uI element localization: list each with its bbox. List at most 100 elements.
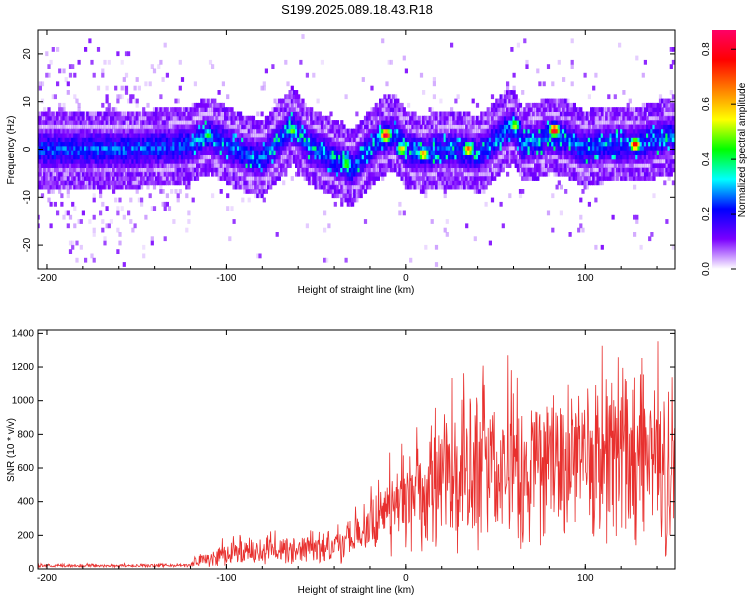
heatmap-cell <box>148 111 152 117</box>
heatmap-cell <box>99 154 103 160</box>
heatmap-cell <box>60 176 64 181</box>
heatmap-cell <box>512 150 516 155</box>
heatmap-cell <box>267 137 271 143</box>
heatmap-cell <box>518 137 523 143</box>
heatmap-cell <box>45 154 49 160</box>
heatmap-cell <box>140 145 144 151</box>
heatmap-cell <box>178 107 182 112</box>
heatmap-cell <box>534 176 538 181</box>
heatmap-cell <box>292 158 296 164</box>
heatmap-cell <box>258 137 262 143</box>
heatmap-cell <box>251 120 256 125</box>
heatmap-cell <box>534 158 538 164</box>
heatmap-cell <box>441 163 445 168</box>
heatmap-cell <box>344 171 348 177</box>
heatmap-cell <box>312 180 316 186</box>
heatmap-cell <box>81 141 85 147</box>
heatmap-cell <box>101 137 105 143</box>
heatmap-cell <box>467 120 471 125</box>
heatmap-cell <box>445 124 449 130</box>
heatmap-cell <box>559 102 563 108</box>
heatmap-cell <box>437 128 441 134</box>
heatmap-cell <box>325 137 329 143</box>
heatmap-cell <box>579 154 583 160</box>
heatmap-cell <box>478 180 482 186</box>
heatmap-cell <box>512 145 516 151</box>
heatmap-cell <box>478 128 482 134</box>
heatmap-cell <box>150 145 154 151</box>
heatmap-cell <box>163 176 167 181</box>
heatmap-cell <box>200 98 204 104</box>
heatmap-cell <box>572 163 576 168</box>
heatmap-cell <box>191 128 195 134</box>
heatmap-cell <box>482 176 486 181</box>
heatmap-cell <box>329 124 333 130</box>
heatmap-cell <box>79 145 83 151</box>
heatmap-cell <box>303 111 307 117</box>
heatmap-cell <box>368 158 372 164</box>
heatmap-cell <box>503 98 508 104</box>
heatmap-cell <box>450 167 454 173</box>
heatmap-cell <box>361 171 365 177</box>
heatmap-cell <box>148 120 152 125</box>
heatmap-cell <box>152 68 157 74</box>
heatmap-cell <box>73 154 77 160</box>
heatmap-cell <box>402 145 406 151</box>
heatmap-cell <box>38 145 42 151</box>
heatmap-cell <box>107 180 111 186</box>
heatmap-cell <box>273 124 277 130</box>
heatmap-cell <box>419 120 424 125</box>
heatmap-cell <box>419 133 424 138</box>
heatmap-cell <box>219 176 223 181</box>
heatmap-cell <box>379 154 383 160</box>
heatmap-cell <box>94 167 98 173</box>
heatmap-cell <box>43 133 47 138</box>
heatmap-cell <box>316 124 320 130</box>
heatmap-cell <box>553 167 557 173</box>
heatmap-cell <box>96 124 101 130</box>
heatmap-cell <box>348 145 352 151</box>
heatmap-cell <box>518 128 523 134</box>
heatmap-cell <box>273 158 277 164</box>
heatmap-cell <box>523 128 527 134</box>
heatmap-cell <box>475 115 480 121</box>
heatmap-cell <box>107 133 111 138</box>
heatmap-cell <box>103 176 107 181</box>
heatmap-cell <box>172 115 176 121</box>
heatmap-cell <box>234 141 238 147</box>
heatmap-cell <box>228 115 232 121</box>
heatmap-cell <box>303 145 307 151</box>
heatmap-cell <box>245 189 249 194</box>
heatmap-cell <box>534 167 538 173</box>
heatmap-cell <box>150 64 154 69</box>
heatmap-cell <box>590 171 594 177</box>
heatmap-cell <box>549 133 553 138</box>
heatmap-cell <box>299 150 303 155</box>
heatmap-cell <box>482 184 486 190</box>
heatmap-cell <box>536 128 540 134</box>
heatmap-cell <box>90 133 94 138</box>
heatmap-cell <box>579 150 583 155</box>
heatmap-cell <box>351 158 355 164</box>
heatmap-cell <box>245 141 249 147</box>
heatmap-cell <box>161 189 165 194</box>
heatmap-cell <box>407 133 411 138</box>
heatmap-cell <box>68 176 73 181</box>
heatmap-cell <box>99 193 103 199</box>
heatmap-cell <box>211 124 215 130</box>
heatmap-cell <box>213 150 217 155</box>
heatmap-cell <box>566 137 570 143</box>
heatmap-cell <box>66 124 70 130</box>
heatmap-cell <box>475 189 480 194</box>
heatmap-cell <box>221 111 225 117</box>
heatmap-cell <box>396 124 400 130</box>
heatmap-cell <box>372 154 376 160</box>
heatmap-cell <box>114 115 118 121</box>
heatmap-cell <box>183 171 187 177</box>
heatmap-cell <box>450 171 454 177</box>
heatmap-cell <box>275 145 279 151</box>
heatmap-cell <box>282 107 286 112</box>
heatmap-cell <box>301 154 305 160</box>
heatmap-cell <box>187 210 191 216</box>
heatmap-cell <box>92 120 96 125</box>
